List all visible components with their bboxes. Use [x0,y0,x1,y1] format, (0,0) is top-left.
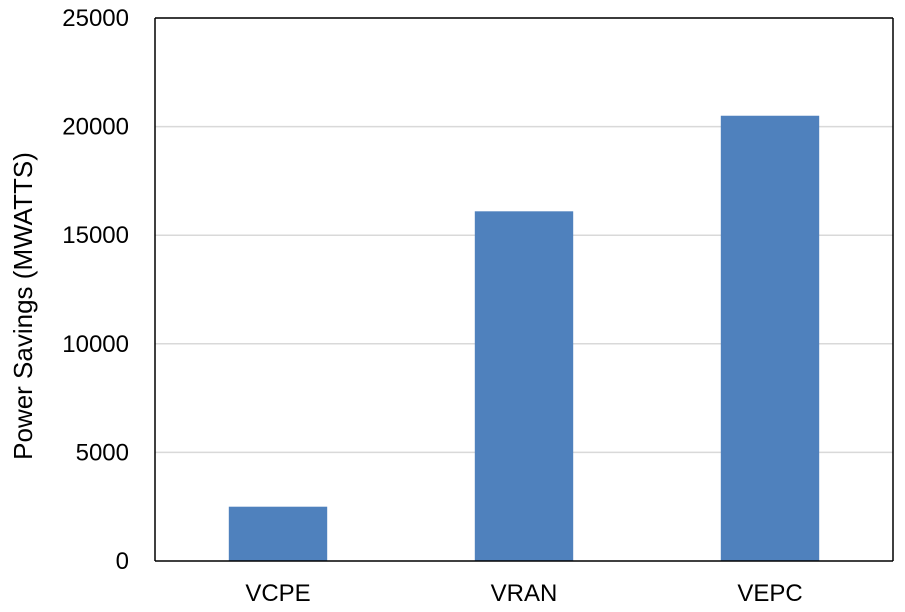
bar-vran [474,211,574,562]
y-tick-label-1: 5000 [76,439,129,466]
bar-vepc [720,115,820,562]
axes [154,17,894,562]
y-tick-label-0: 0 [116,548,129,575]
y-axis-title: Power Savings (MWATTS) [8,152,38,460]
y-tick-label-2: 10000 [62,331,129,358]
x-tick-labels: VCPE VRAN VEPC [245,580,802,607]
y-tick-label-5: 25000 [62,5,129,32]
x-tick-label-vcpe: VCPE [245,580,310,607]
x-tick-label-vran: VRAN [491,580,558,607]
x-tick-label-vepc: VEPC [737,580,802,607]
y-tick-label-4: 20000 [62,114,129,141]
y-tick-label-3: 15000 [62,222,129,249]
bars [228,115,820,562]
y-tick-labels: 0 5000 10000 15000 20000 25000 [62,5,129,575]
bar-vcpe [228,506,328,561]
